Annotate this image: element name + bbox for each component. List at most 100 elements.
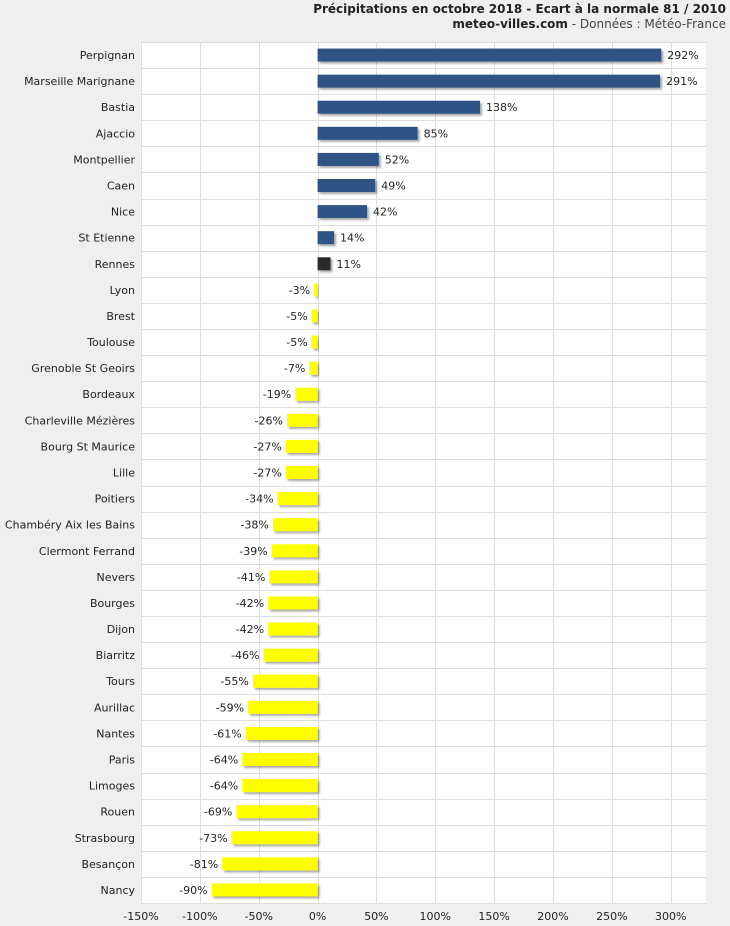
category-label: Strasbourg bbox=[75, 832, 135, 845]
bar bbox=[317, 48, 662, 62]
data-label: 52% bbox=[385, 153, 409, 166]
bar bbox=[317, 74, 661, 88]
category-label: Ajaccio bbox=[96, 127, 135, 140]
data-label: -5% bbox=[286, 336, 307, 349]
bar bbox=[263, 648, 318, 662]
data-label: -64% bbox=[210, 780, 238, 793]
category-label: Dijon bbox=[107, 623, 135, 636]
category-label: Nice bbox=[111, 206, 135, 219]
data-label: -42% bbox=[236, 597, 264, 610]
data-label: -27% bbox=[253, 440, 281, 453]
category-label: Bordeaux bbox=[82, 388, 135, 401]
category-label: Aurillac bbox=[94, 701, 135, 714]
data-label: -42% bbox=[236, 623, 264, 636]
data-label: -55% bbox=[220, 675, 248, 688]
data-label: 11% bbox=[337, 258, 361, 271]
category-label: Bastia bbox=[101, 101, 135, 114]
category-label: Brest bbox=[106, 310, 135, 323]
bar bbox=[242, 779, 318, 793]
data-label: 138% bbox=[486, 101, 517, 114]
source-credit: - Données : Météo-France bbox=[567, 17, 726, 31]
category-label: Lille bbox=[113, 467, 135, 480]
x-tick-label: 0% bbox=[309, 910, 326, 923]
bar bbox=[317, 126, 418, 140]
category-label: Montpellier bbox=[73, 153, 135, 166]
data-label: 85% bbox=[424, 127, 448, 140]
data-label: -38% bbox=[240, 519, 268, 532]
category-label: Limoges bbox=[89, 780, 135, 793]
category-label: Toulouse bbox=[86, 336, 135, 349]
bar bbox=[245, 726, 318, 740]
bar bbox=[309, 361, 318, 375]
data-label: -81% bbox=[190, 858, 218, 871]
bar bbox=[317, 257, 331, 271]
data-label: -41% bbox=[237, 571, 265, 584]
category-label: Paris bbox=[109, 754, 135, 767]
source-site: meteo-villes.com bbox=[452, 17, 568, 31]
bar bbox=[222, 857, 318, 871]
chart-source: meteo-villes.com - Données : Météo-Franc… bbox=[313, 17, 726, 32]
data-label: -46% bbox=[231, 649, 259, 662]
data-label: -64% bbox=[210, 754, 238, 767]
data-label: 292% bbox=[667, 49, 698, 62]
x-tick-label: -150% bbox=[123, 910, 158, 923]
bar bbox=[248, 700, 318, 714]
data-label: -7% bbox=[284, 362, 305, 375]
bar bbox=[317, 152, 379, 166]
bar bbox=[285, 466, 318, 479]
data-label: -27% bbox=[253, 467, 281, 480]
data-label: 14% bbox=[340, 232, 364, 245]
category-label: Caen bbox=[107, 180, 135, 193]
category-label: Besançon bbox=[81, 858, 135, 871]
data-label: -90% bbox=[179, 884, 207, 897]
data-label: -69% bbox=[204, 806, 232, 819]
bar bbox=[211, 883, 318, 897]
bar bbox=[271, 544, 318, 558]
bar bbox=[317, 179, 376, 192]
category-label: Perpignan bbox=[80, 49, 135, 62]
category-label: Rennes bbox=[95, 258, 136, 271]
category-label: Grenoble St Geoirs bbox=[31, 362, 135, 375]
data-label: 291% bbox=[666, 75, 697, 88]
bar bbox=[272, 518, 318, 532]
category-label: Tours bbox=[105, 675, 135, 688]
bar bbox=[277, 492, 318, 506]
x-tick-label: 200% bbox=[537, 910, 568, 923]
data-label: -73% bbox=[199, 832, 227, 845]
x-tick-label: 300% bbox=[655, 910, 686, 923]
bar bbox=[285, 439, 318, 453]
bar bbox=[317, 231, 335, 245]
data-label: -19% bbox=[263, 388, 291, 401]
data-label: 49% bbox=[381, 180, 405, 193]
data-label: -59% bbox=[216, 701, 244, 714]
category-label: Nancy bbox=[101, 884, 136, 897]
bar bbox=[252, 674, 318, 688]
data-label: -34% bbox=[245, 493, 273, 506]
bar bbox=[268, 596, 318, 610]
bar bbox=[311, 309, 318, 323]
category-label: St Etienne bbox=[78, 232, 135, 245]
x-tick-label: 100% bbox=[420, 910, 451, 923]
category-label: Marseille Marignane bbox=[24, 75, 135, 88]
data-label: 42% bbox=[373, 206, 397, 219]
category-label: Nantes bbox=[96, 727, 135, 740]
x-tick-label: -50% bbox=[244, 910, 272, 923]
bar bbox=[314, 283, 318, 297]
chart-title: Précipitations en octobre 2018 - Ecart à… bbox=[313, 2, 726, 16]
data-label: -61% bbox=[213, 727, 241, 740]
data-label: -5% bbox=[286, 310, 307, 323]
bar bbox=[268, 622, 318, 636]
category-label: Clermont Ferrand bbox=[39, 545, 135, 558]
category-label: Chambéry Aix les Bains bbox=[5, 519, 135, 532]
bar bbox=[295, 387, 318, 401]
bar bbox=[317, 205, 367, 219]
data-label: -39% bbox=[239, 545, 267, 558]
category-label: Rouen bbox=[100, 806, 135, 819]
bar bbox=[317, 100, 480, 114]
data-label: -3% bbox=[289, 284, 310, 297]
chart-header: Précipitations en octobre 2018 - Ecart à… bbox=[313, 2, 726, 32]
data-label: -26% bbox=[255, 414, 283, 427]
x-tick-label: -100% bbox=[182, 910, 217, 923]
category-label: Lyon bbox=[110, 284, 135, 297]
x-tick-label: 250% bbox=[596, 910, 627, 923]
